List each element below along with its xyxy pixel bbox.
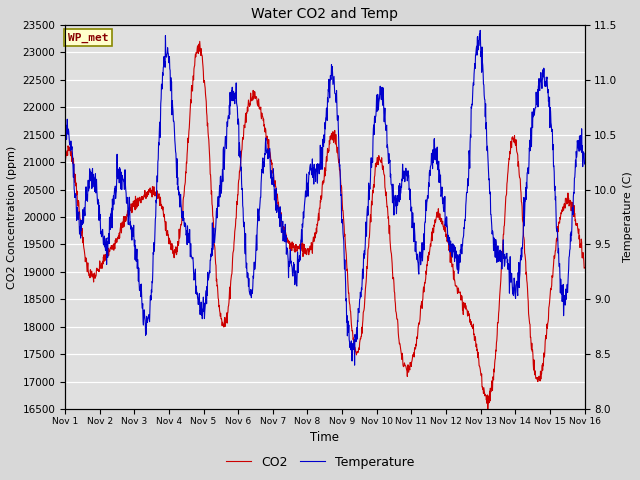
CO2 (580, 265, 588, 271)
Y-axis label: Temperature (C): Temperature (C) (623, 172, 633, 263)
Y-axis label: CO2 Concentration (ppm): CO2 Concentration (ppm) (7, 145, 17, 288)
CO2 (474, 347, 481, 352)
Title: Water CO2 and Temp: Water CO2 and Temp (252, 7, 398, 21)
CO2 (236, 177, 243, 182)
Temperature (406, 185, 413, 191)
Temperature (351, 362, 358, 368)
Temperature (476, 27, 484, 33)
Temperature (520, 221, 527, 227)
Legend: CO2, Temperature: CO2, Temperature (221, 451, 419, 474)
CO2 (177, 223, 184, 229)
CO2 (484, 406, 492, 412)
CO2 (520, 234, 527, 240)
Temperature (164, 50, 172, 56)
Temperature (177, 192, 184, 197)
X-axis label: Time: Time (310, 431, 339, 444)
Temperature (235, 120, 243, 126)
Temperature (580, 161, 588, 167)
CO2 (164, 232, 172, 238)
CO2 (406, 366, 413, 372)
CO2 (61, 153, 69, 158)
Temperature (61, 150, 69, 156)
Temperature (474, 35, 481, 40)
Text: WP_met: WP_met (68, 33, 108, 43)
Line: Temperature: Temperature (65, 30, 584, 365)
CO2 (196, 38, 204, 44)
Line: CO2: CO2 (65, 41, 584, 409)
